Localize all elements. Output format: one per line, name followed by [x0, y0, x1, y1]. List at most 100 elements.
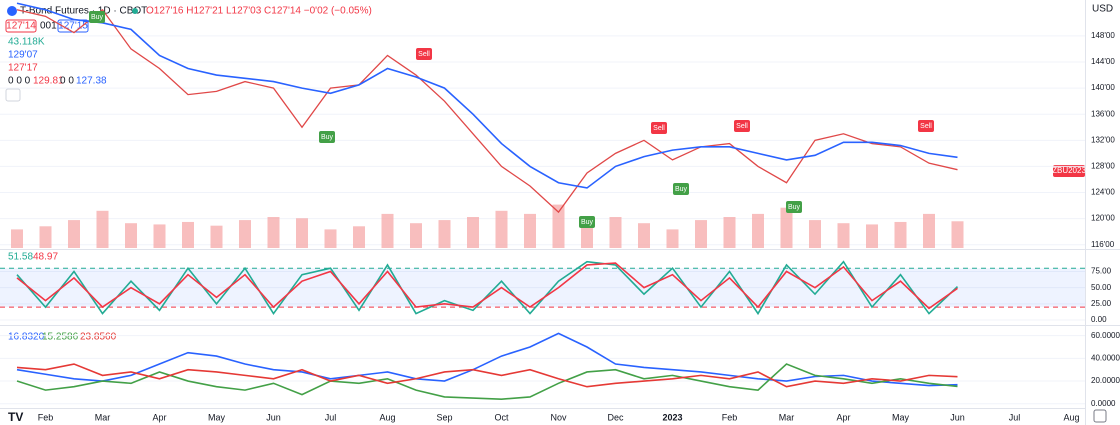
x-tick-label: Jul [325, 412, 337, 422]
di-plus-value: 15.2586 [42, 332, 79, 343]
volume-bar [809, 220, 821, 248]
signal-label: Buy [675, 186, 688, 193]
volume-bar [96, 210, 109, 248]
volume-bar [68, 220, 80, 248]
x-tick-label: Aug [1063, 412, 1079, 422]
signal-tag [918, 120, 934, 132]
signal-label: Sell [920, 123, 932, 130]
volume-bar [125, 223, 137, 248]
x-tick-label: Feb [38, 412, 54, 422]
bid: 127'14 [6, 21, 36, 32]
band-fill [0, 268, 1085, 308]
flag-icon [7, 6, 17, 16]
signal-label: Buy [788, 204, 801, 211]
ohlc: O127'16 H127'21 L127'03 C127'14 −0'02 (−… [146, 6, 372, 17]
signal-tag [673, 183, 689, 195]
volume-bar [752, 213, 764, 248]
volume-bar [182, 221, 194, 248]
signal-tag [786, 201, 802, 213]
signal-label: Buy [91, 14, 104, 21]
series-line [16, 363, 958, 388]
volume-bar [267, 217, 280, 248]
x-tick-label: Jun [950, 412, 965, 422]
volume-value: 43.118K [8, 37, 45, 48]
y-tick-label: 0.00 [1091, 315, 1107, 324]
x-tick-label: Nov [550, 412, 567, 422]
y-tick-label: 148'00 [1091, 31, 1115, 40]
trend-value: 127'17 [8, 63, 38, 74]
symbol: T-Bond Futures · 1D · CBOT [20, 6, 147, 17]
y-tick-label: 0.0000 [1091, 399, 1116, 408]
volume-bar [866, 224, 878, 248]
indicator-2-value: 127.38 [76, 76, 107, 87]
ma-value: 129'07 [8, 50, 38, 61]
stoch-k-value: 51.58 [8, 252, 33, 263]
currency: USD [1092, 4, 1113, 15]
settings-button[interactable] [1093, 409, 1107, 423]
series-line [16, 363, 958, 400]
volume-bar [239, 220, 251, 248]
volume-bar [438, 220, 451, 248]
volume-bar [381, 213, 394, 248]
x-tick-label: May [892, 412, 910, 422]
volume-bar [39, 226, 52, 248]
y-tick-label: 140'00 [1091, 83, 1115, 92]
status-dot [132, 8, 138, 14]
signal-label: Sell [736, 123, 748, 130]
signal-tag [579, 216, 595, 228]
x-tick-label: Jul [1009, 412, 1021, 422]
series-line [16, 332, 958, 387]
series-line [16, 2, 958, 189]
volume-bar [324, 229, 337, 248]
y-tick-label: 75.00 [1091, 267, 1112, 276]
indicator-1-value: 129.81 [33, 76, 64, 87]
y-tick-label: 136'00 [1091, 109, 1115, 118]
volume-bar [780, 207, 793, 248]
y-tick-label: 124'00 [1091, 188, 1115, 197]
x-tick-label: Oct [494, 412, 509, 422]
volume-bar [837, 223, 850, 248]
collapse-button[interactable] [5, 88, 21, 102]
y-tick-label: 132'00 [1091, 135, 1115, 144]
indicator-1: 0 0 0 [8, 76, 31, 87]
logo: TV [8, 410, 23, 424]
spread: 001 [40, 21, 57, 32]
stoch-d-value: 48.97 [33, 252, 58, 263]
y-tick-label: 60.0000 [1091, 331, 1120, 340]
y-tick-label: 128'00 [1091, 162, 1115, 171]
signal-tag [89, 11, 105, 23]
series-line [16, 262, 958, 310]
x-tick-label: May [208, 412, 226, 422]
y-tick-label: 144'00 [1091, 57, 1115, 66]
x-tick-label: Aug [379, 412, 395, 422]
signal-tag [416, 48, 432, 60]
contract: ZBU2023 [1052, 166, 1086, 175]
adx-value: 16.8320 [8, 332, 45, 343]
volume-bar [609, 217, 622, 248]
y-tick-label: 50.00 [1091, 283, 1112, 292]
volume-bar [951, 221, 964, 248]
indicator-2: 0 0 [60, 76, 74, 87]
signal-label: Buy [581, 219, 594, 226]
x-tick-label: Mar [95, 412, 111, 422]
y-tick-label: 116'00 [1091, 240, 1115, 249]
x-tick-label: Sep [436, 412, 452, 422]
volume-bar [638, 223, 650, 248]
signal-tag [651, 122, 667, 134]
volume-bar [153, 224, 166, 248]
x-tick-label: Apr [152, 412, 166, 422]
volume-bar [552, 204, 565, 248]
y-tick-label: 40.0000 [1091, 353, 1120, 362]
volume-bar [353, 226, 365, 248]
x-tick-label: Apr [836, 412, 850, 422]
signal-tag [319, 131, 335, 143]
bid-box [5, 19, 37, 33]
di-minus-value: 23.8560 [80, 332, 117, 343]
y-tick-label: 20.0000 [1091, 376, 1120, 385]
x-tick-label: Jun [266, 412, 281, 422]
volume-bar [524, 213, 536, 248]
volume-bar [666, 229, 679, 248]
volume-bar [923, 213, 935, 248]
